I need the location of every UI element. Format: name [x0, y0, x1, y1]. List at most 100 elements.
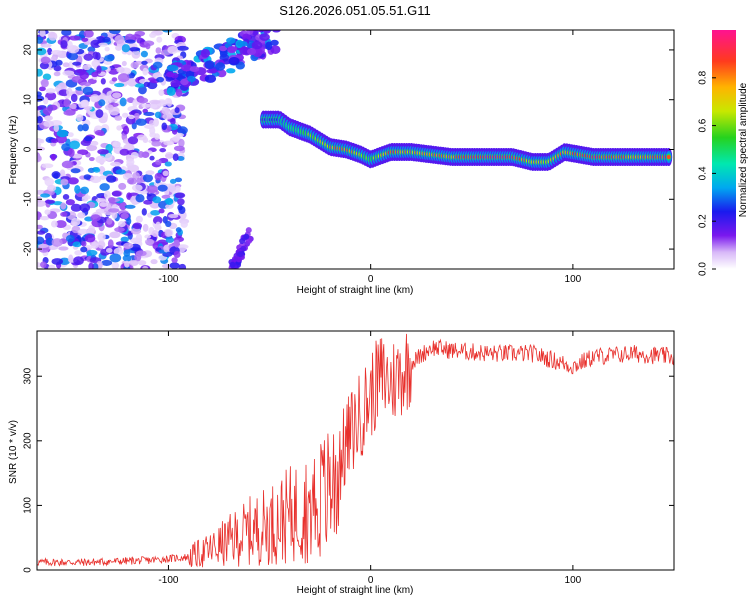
heatmap-cell [92, 51, 99, 60]
heatmap-cell [114, 115, 123, 121]
heatmap-cell [37, 262, 42, 268]
heatmap-cell [140, 50, 148, 58]
snr-y-tick-label: 100 [23, 497, 34, 514]
heatmap-cell [121, 60, 127, 67]
heatmap-cell [204, 60, 215, 69]
heatmap-cell [173, 145, 185, 152]
heatmap-cell [152, 216, 163, 225]
heatmap-cell [271, 30, 281, 33]
heatmap-cell [177, 204, 183, 211]
heatmap-cell [77, 212, 86, 219]
heatmap-cell [93, 167, 101, 173]
heatmap-cell [167, 185, 177, 192]
heatmap-cell [82, 123, 89, 132]
heatmap-cell [37, 68, 43, 77]
heatmap-cell [178, 263, 187, 269]
heatmap-cell [101, 259, 113, 266]
heatmap-cell [170, 118, 176, 126]
heatmap-cell [146, 185, 159, 194]
heatmap-cell [104, 104, 114, 111]
heatmap-cell [37, 111, 41, 117]
heatmap-cell [149, 155, 155, 161]
heatmap-x-axis: -100 0 100 [158, 30, 582, 285]
heatmap-cell [141, 60, 148, 65]
heatmap-cell [48, 31, 58, 41]
heatmap-cell [175, 132, 184, 138]
heatmap-y-tick-label: -10 [23, 192, 34, 207]
heatmap-cell [124, 260, 130, 268]
heatmap-cell [165, 204, 174, 210]
snr-x-label: Height of straight line (km) [297, 585, 414, 596]
heatmap-cell [60, 178, 69, 186]
heatmap-cell [165, 97, 172, 104]
heatmap-x-tick-label: 100 [565, 274, 582, 285]
heatmap-cell [37, 115, 43, 124]
heatmap-x-tick-label: 0 [368, 274, 374, 285]
heatmap-cell [47, 184, 57, 192]
heatmap-cell [219, 49, 228, 58]
heatmap-cell [151, 230, 159, 238]
heatmap-cell [115, 45, 123, 51]
heatmap-cell [246, 48, 257, 56]
heatmap-cell [77, 149, 89, 156]
heatmap-cell [60, 202, 67, 210]
heatmap-cell [259, 33, 270, 41]
heatmap-cell [105, 152, 113, 161]
heatmap-cell [114, 82, 125, 88]
heatmap-y-tick-label: 10 [23, 94, 34, 106]
heatmap-y-tick-label: 20 [23, 44, 34, 56]
heatmap-cell [236, 40, 248, 47]
heatmap-cell [142, 173, 153, 183]
heatmap-cell [68, 254, 74, 263]
heatmap-cell [90, 39, 102, 49]
heatmap-cell [120, 236, 129, 243]
heatmap-cell [124, 204, 136, 209]
heatmap-cell [81, 37, 89, 42]
heatmap-cell [95, 155, 107, 164]
heatmap-cell [77, 124, 84, 132]
heatmap-cell [135, 118, 147, 126]
heatmap-cell [149, 99, 161, 105]
heatmap-cell [111, 262, 120, 269]
heatmap-cell [246, 237, 253, 244]
heatmap-cell [155, 47, 162, 54]
heatmap-cell [62, 70, 75, 77]
heatmap-cell [157, 184, 168, 192]
heatmap-cell [226, 37, 236, 44]
heatmap-cell [154, 133, 160, 140]
heatmap-cell [121, 112, 129, 118]
heatmap-cell [142, 265, 149, 269]
heatmap-cell [67, 52, 79, 61]
heatmap-cell [112, 141, 121, 148]
heatmap-cell [270, 45, 281, 54]
heatmap-cell [53, 124, 60, 133]
heatmap-cell [104, 46, 110, 52]
heatmap-cell [166, 64, 179, 72]
heatmap-cell [161, 194, 171, 199]
heatmap-cell [83, 106, 93, 111]
heatmap-cell [97, 240, 106, 249]
heatmap-cell [172, 135, 181, 142]
heatmap-cell [263, 18, 272, 26]
heatmap-cell [107, 208, 120, 213]
heatmap-cell [44, 209, 51, 215]
colorbar-tick-label: 0.4 [698, 166, 709, 180]
heatmap-cell [90, 214, 101, 222]
heatmap-cell [63, 98, 71, 108]
heatmap-cell [239, 237, 246, 244]
colorbar-ticks: 0.0 0.2 0.4 0.6 0.8 [698, 70, 716, 276]
heatmap-cell [53, 71, 61, 77]
heatmap-cell [180, 78, 189, 86]
heatmap-cell [82, 64, 91, 71]
heatmap-cell [131, 49, 141, 59]
heatmap-cell [97, 148, 109, 155]
heatmap-cell [104, 54, 115, 62]
heatmap-cell [118, 182, 127, 190]
heatmap-cell [174, 185, 181, 193]
heatmap-cell [126, 158, 135, 166]
heatmap-cell [149, 103, 158, 109]
heatmap-cell [51, 238, 63, 247]
heatmap-cell [70, 93, 78, 103]
heatmap-cell [204, 74, 217, 83]
heatmap-cell [251, 41, 263, 50]
